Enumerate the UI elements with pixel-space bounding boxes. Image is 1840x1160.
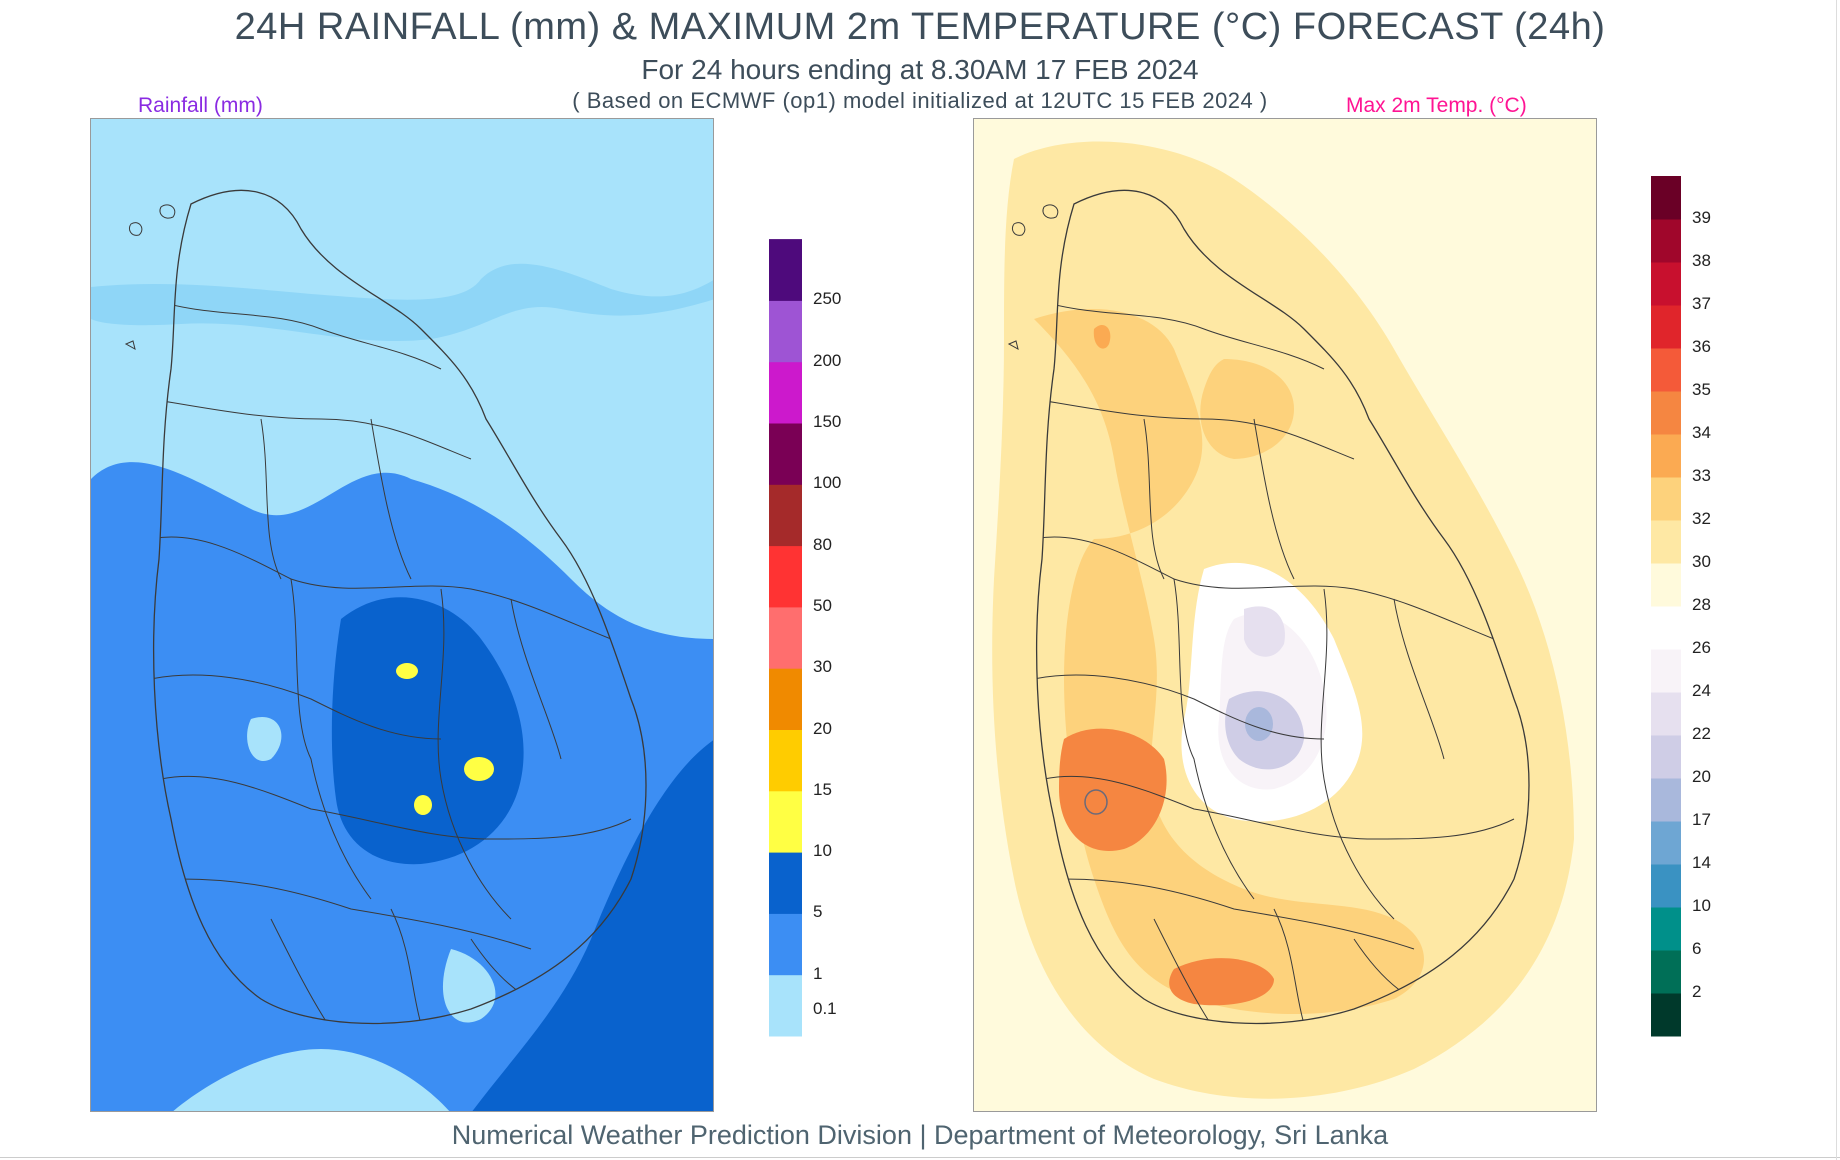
rainfall-legend-label: 30 — [813, 657, 832, 677]
rainfall-legend-swatch — [769, 300, 802, 362]
temperature-legend-label: 36 — [1692, 337, 1711, 357]
temperature-panel-label: Max 2m Temp. (°C) — [1346, 94, 1527, 118]
temperature-legend-label: 30 — [1692, 552, 1711, 572]
rainfall-legend-label: 50 — [813, 596, 832, 616]
rainfall-legend-label: 150 — [813, 412, 841, 432]
temperature-legend-label: 26 — [1692, 638, 1711, 658]
temperature-legend-swatch — [1651, 176, 1681, 220]
rainfall-legend-swatch — [769, 484, 802, 546]
temperature-legend-swatch — [1651, 348, 1681, 392]
temperature-legend-label: 34 — [1692, 423, 1711, 443]
temperature-legend-swatch — [1651, 950, 1681, 994]
rainfall-legend-label: 80 — [813, 535, 832, 555]
rainfall-legend-label: 250 — [813, 289, 841, 309]
rainfall-legend-label: 200 — [813, 351, 841, 371]
bottom-divider — [0, 1157, 1840, 1158]
rainfall-legend-swatch — [769, 607, 802, 669]
rainfall-legend-label: 0.1 — [813, 999, 837, 1019]
rainfall-legend-swatch — [769, 423, 802, 485]
temperature-legend-swatch — [1651, 821, 1681, 865]
rain-patch-10mm-1 — [396, 663, 418, 679]
temperature-legend-label: 20 — [1692, 767, 1711, 787]
temperature-legend-swatch — [1651, 219, 1681, 263]
temperature-legend-swatch — [1651, 692, 1681, 736]
rainfall-map — [90, 118, 714, 1112]
footer-credit: Numerical Weather Prediction Division | … — [0, 1120, 1840, 1151]
temperature-map-canvas — [974, 119, 1597, 1112]
temperature-legend-label: 2 — [1692, 982, 1701, 1002]
temperature-legend-swatch — [1651, 606, 1681, 650]
rainfall-legend-swatch — [769, 668, 802, 730]
temperature-legend-label: 39 — [1692, 208, 1711, 228]
temperature-legend-label: 35 — [1692, 380, 1711, 400]
temperature-legend-swatch — [1651, 520, 1681, 564]
temperature-legend-swatch — [1651, 563, 1681, 607]
rainfall-legend-swatch — [769, 546, 802, 608]
rain-patch-10mm-3 — [414, 795, 432, 815]
rainfall-legend-swatch — [769, 852, 802, 914]
rainfall-legend-label: 10 — [813, 841, 832, 861]
temperature-legend-swatch — [1651, 864, 1681, 908]
rainfall-legend-swatch — [769, 975, 802, 1037]
rainfall-legend-swatch — [769, 730, 802, 792]
temperature-legend-swatch — [1651, 649, 1681, 693]
rainfall-legend-swatch — [769, 362, 802, 424]
rain-patch-10mm-2 — [464, 757, 494, 781]
temperature-legend-swatch — [1651, 391, 1681, 435]
temperature-legend-label: 24 — [1692, 681, 1711, 701]
temperature-legend-swatch — [1651, 477, 1681, 521]
temperature-legend-label: 6 — [1692, 939, 1701, 959]
temperature-legend-label: 38 — [1692, 251, 1711, 271]
temperature-legend-label: 33 — [1692, 466, 1711, 486]
temperature-legend-swatch — [1651, 735, 1681, 779]
rainfall-legend-label: 15 — [813, 780, 832, 800]
temp-hotspot — [1085, 790, 1107, 814]
temperature-legend-label: 22 — [1692, 724, 1711, 744]
temperature-legend-swatch — [1651, 907, 1681, 951]
right-divider — [1836, 0, 1837, 1160]
rainfall-legend-label: 20 — [813, 719, 832, 739]
page-title: 24H RAINFALL (mm) & MAXIMUM 2m TEMPERATU… — [0, 6, 1840, 49]
rainfall-legend-label: 5 — [813, 902, 822, 922]
temperature-legend-label: 10 — [1692, 896, 1711, 916]
temperature-legend-label: 32 — [1692, 509, 1711, 529]
temperature-legend-swatch — [1651, 993, 1681, 1037]
temperature-legend-swatch — [1651, 262, 1681, 306]
rainfall-panel-label: Rainfall (mm) — [138, 94, 263, 118]
rainfall-map-canvas — [91, 119, 714, 1112]
forecast-period: For 24 hours ending at 8.30AM 17 FEB 202… — [0, 54, 1840, 86]
temperature-legend-label: 28 — [1692, 595, 1711, 615]
temperature-legend-label: 14 — [1692, 853, 1711, 873]
temperature-legend-swatch — [1651, 305, 1681, 349]
temperature-legend-label: 37 — [1692, 294, 1711, 314]
model-note: ( Based on ECMWF (op1) model initialized… — [0, 88, 1840, 114]
temperature-legend-swatch — [1651, 434, 1681, 478]
temperature-map — [973, 118, 1597, 1112]
temperature-legend-swatch — [1651, 778, 1681, 822]
rainfall-legend-label: 1 — [813, 964, 822, 984]
rainfall-legend-swatch — [769, 913, 802, 975]
temperature-legend-label: 17 — [1692, 810, 1711, 830]
rainfall-legend-swatch — [769, 791, 802, 853]
rainfall-legend-swatch — [769, 239, 802, 301]
rainfall-legend-label: 100 — [813, 473, 841, 493]
